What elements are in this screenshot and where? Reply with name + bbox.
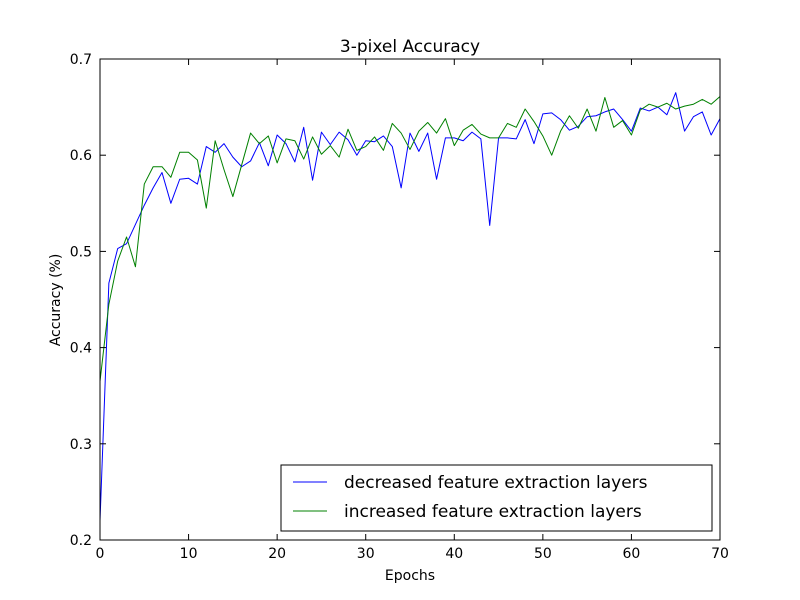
y-axis-label: Accuracy (%) [48, 254, 64, 347]
plot-frame [99, 58, 721, 541]
series-line-increased [99, 96, 721, 382]
y-tick-label: 0.3 [70, 437, 92, 453]
x-tick-label: 10 [180, 546, 198, 562]
x-tick-label: 0 [96, 546, 105, 562]
legend: decreased feature extraction layers incr… [280, 464, 713, 532]
legend-box [280, 464, 713, 532]
y-tick-label: 0.6 [70, 148, 92, 164]
x-axis-label: Epochs [385, 568, 435, 584]
x-tick-label: 50 [534, 546, 552, 562]
ticks-layer: 0 10 20 30 40 50 60 70 0.2 0.3 0.4 0.5 0.6 0.7 [70, 52, 729, 562]
x-tick-label: 70 [711, 546, 729, 562]
y-tick-label: 0.7 [70, 52, 92, 68]
legend-label-increased: increased feature extraction layers [344, 502, 642, 522]
x-tick-label: 40 [445, 546, 463, 562]
x-tick-label: 20 [268, 546, 286, 562]
x-tick-label: 60 [623, 546, 641, 562]
chart-title: 3-pixel Accuracy [340, 37, 480, 57]
legend-label-decreased: decreased feature extraction layers [344, 473, 648, 493]
series-layer [99, 92, 721, 521]
x-tick-label: 30 [357, 546, 375, 562]
series-line-decreased [99, 92, 721, 521]
y-tick-label: 0.5 [70, 244, 92, 260]
y-tick-label: 0.2 [70, 533, 92, 549]
y-tick-label: 0.4 [70, 341, 92, 357]
